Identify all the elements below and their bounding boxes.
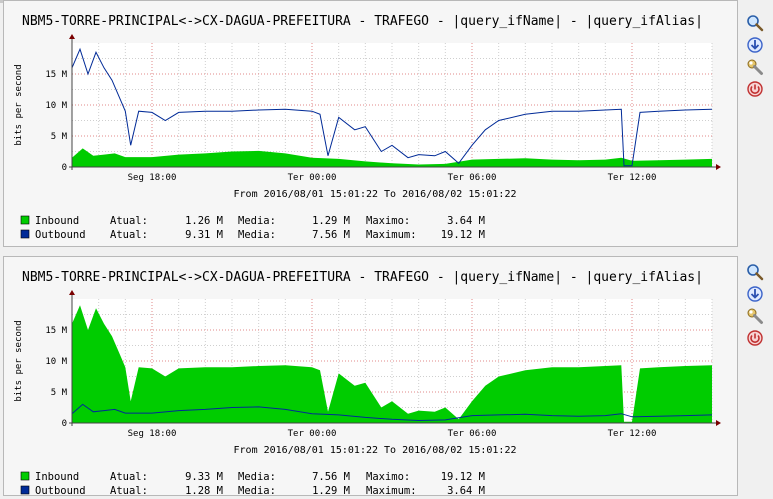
y-tick-label: 10 M [45, 101, 67, 111]
x-tick-label: Ter 12:00 [608, 429, 657, 439]
legend-swatch-inbound [20, 471, 30, 481]
legend-inbound-name: Inbound [35, 215, 79, 227]
time-range: From 2016/08/01 15:01:22 To 2016/08/02 1… [234, 189, 517, 200]
magnifier-icon[interactable] [746, 14, 764, 32]
graph-panel-2: NBM5-TORRE-PRINCIPAL<->CX-DAGUA-PREFEITU… [3, 256, 738, 496]
legend-inbound-media-label: Media: [238, 471, 276, 483]
legend-outbound-max-label: Maximum: [366, 485, 417, 495]
y-axis-label: bits per second [14, 64, 24, 145]
legend-outbound-max: 19.12 M [441, 229, 485, 241]
legend-outbound-atual: 1.28 M [185, 485, 223, 495]
series-outbound-line [71, 47, 713, 167]
legend-inbound-name: Inbound [35, 471, 79, 483]
y-tick-label: 15 M [45, 326, 67, 336]
x-tick-label: Ter 06:00 [448, 429, 497, 439]
x-tick-label: Ter 00:00 [288, 429, 337, 439]
legend-outbound-media: 1.29 M [312, 485, 350, 495]
legend-swatch-outbound [20, 485, 30, 495]
legend-inbound-max: 3.64 M [447, 215, 485, 227]
legend-outbound-max-label: Maximum: [366, 229, 417, 241]
y-axis-label: bits per second [14, 320, 24, 401]
legend-outbound-name: Outbound [35, 229, 86, 241]
x-tick-label: Seg 18:00 [128, 173, 177, 183]
x-axis-arrow [716, 164, 721, 170]
graph-1-actions [746, 14, 766, 102]
graph-panel-1: NBM5-TORRE-PRINCIPAL<->CX-DAGUA-PREFEITU… [3, 0, 738, 247]
y-tick-label: 5 M [51, 132, 68, 142]
legend-outbound-atual-label: Atual: [110, 229, 148, 241]
legend-outbound-media: 7.56 M [312, 229, 350, 241]
x-tick-label: Ter 12:00 [608, 173, 657, 183]
legend-outbound-media-label: Media: [238, 485, 276, 495]
x-tick-label: Ter 06:00 [448, 173, 497, 183]
y-tick-label: 10 M [45, 357, 67, 367]
wrench-icon[interactable] [746, 58, 764, 76]
series-inbound-area [72, 148, 712, 167]
time-range: From 2016/08/01 15:01:22 To 2016/08/02 1… [234, 445, 517, 456]
legend-swatch-inbound [20, 215, 30, 225]
legend-inbound-max: 19.12 M [441, 471, 485, 483]
traffic-graph-1[interactable]: NBM5-TORRE-PRINCIPAL<->CX-DAGUA-PREFEITU… [4, 1, 737, 246]
magnifier-icon[interactable] [746, 263, 764, 281]
download-icon[interactable] [746, 285, 764, 303]
legend-inbound-media: 7.56 M [312, 471, 350, 483]
traffic-graph-2[interactable]: NBM5-TORRE-PRINCIPAL<->CX-DAGUA-PREFEITU… [4, 257, 737, 495]
legend-inbound-max-label: Maximo: [366, 471, 410, 483]
graph-2-actions [746, 263, 766, 351]
legend-inbound-atual-label: Atual: [110, 471, 148, 483]
y-tick-label: 5 M [51, 388, 68, 398]
legend-outbound-atual: 9.31 M [185, 229, 223, 241]
x-tick-label: Ter 00:00 [288, 173, 337, 183]
legend-outbound-atual-label: Atual: [110, 485, 148, 495]
wrench-icon[interactable] [746, 307, 764, 325]
legend-outbound-max: 3.64 M [447, 485, 485, 495]
legend-inbound-atual: 9.33 M [185, 471, 223, 483]
legend-inbound-atual-label: Atual: [110, 215, 148, 227]
legend-inbound-media: 1.29 M [312, 215, 350, 227]
y-axis-arrow [69, 290, 75, 295]
legend-swatch-outbound [20, 229, 30, 239]
graph-title: NBM5-TORRE-PRINCIPAL<->CX-DAGUA-PREFEITU… [22, 14, 703, 29]
download-icon[interactable] [746, 36, 764, 54]
x-axis-arrow [716, 420, 721, 426]
delete-icon[interactable] [746, 329, 764, 347]
graph-title: NBM5-TORRE-PRINCIPAL<->CX-DAGUA-PREFEITU… [22, 270, 703, 285]
legend-inbound-media-label: Media: [238, 215, 276, 227]
y-axis-arrow [69, 34, 75, 39]
legend-inbound-max-label: Maximo: [366, 215, 410, 227]
y-tick-label: 15 M [45, 70, 67, 80]
series-inbound-area [72, 305, 712, 423]
legend-outbound-media-label: Media: [238, 229, 276, 241]
legend-inbound-atual: 1.26 M [185, 215, 223, 227]
y-tick-label: 0 [62, 163, 67, 173]
legend-outbound-name: Outbound [35, 485, 86, 495]
x-tick-label: Seg 18:00 [128, 429, 177, 439]
series-outbound-line [71, 403, 713, 422]
delete-icon[interactable] [746, 80, 764, 98]
plot-area [72, 43, 712, 167]
y-tick-label: 0 [62, 419, 67, 429]
